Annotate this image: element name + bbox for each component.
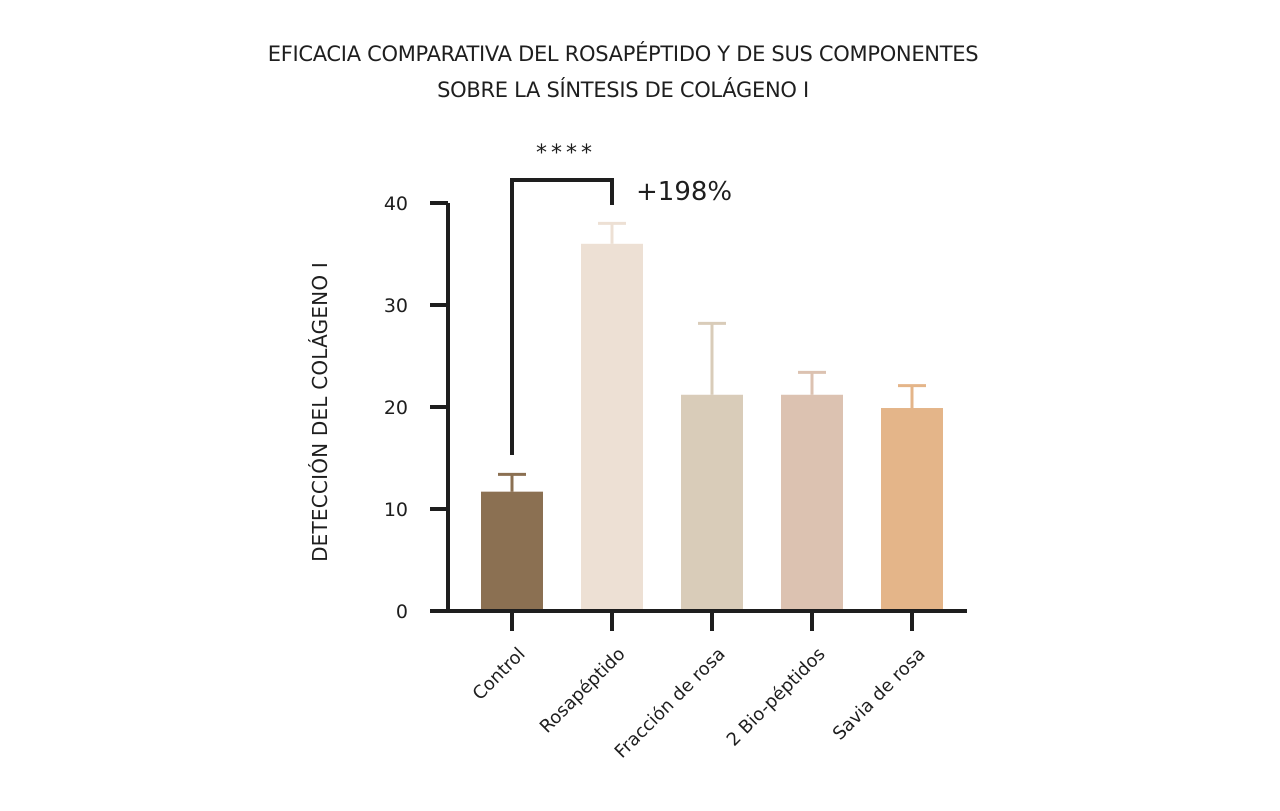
increase-annotation: +198% — [636, 177, 732, 207]
bar — [881, 408, 943, 611]
bar — [581, 243, 643, 612]
bar — [781, 394, 843, 611]
significance-group: **** +198% — [510, 141, 732, 455]
category-label: Rosapéptido — [536, 644, 630, 738]
category-label: Savia de rosa — [829, 644, 930, 745]
bars-group — [481, 243, 943, 612]
y-ticks-group: 0 10 20 30 40 — [384, 193, 448, 623]
y-tick-label: 30 — [384, 295, 408, 317]
category-label: 2 Bio-péptidos — [723, 644, 830, 751]
chart-title-line-1: EFICACIA COMPARATIVA DEL ROSAPÉPTIDO Y D… — [267, 42, 979, 66]
bar — [681, 394, 743, 611]
y-tick-label: 0 — [396, 601, 408, 623]
bar — [481, 491, 543, 611]
chart-title-line-2: SOBRE LA SÍNTESIS DE COLÁGENO I — [437, 78, 809, 102]
category-label: Fracción de rosa — [611, 644, 730, 763]
error-bars-group — [498, 221, 926, 492]
y-tick-label: 40 — [384, 193, 408, 215]
significance-stars: **** — [536, 141, 596, 166]
significance-bracket — [510, 178, 614, 455]
category-label: Control — [469, 644, 530, 705]
y-axis-label: DETECCIÓN DEL COLÁGENO I — [308, 262, 332, 562]
y-tick-label: 10 — [384, 499, 408, 521]
y-tick-label: 20 — [384, 397, 408, 419]
